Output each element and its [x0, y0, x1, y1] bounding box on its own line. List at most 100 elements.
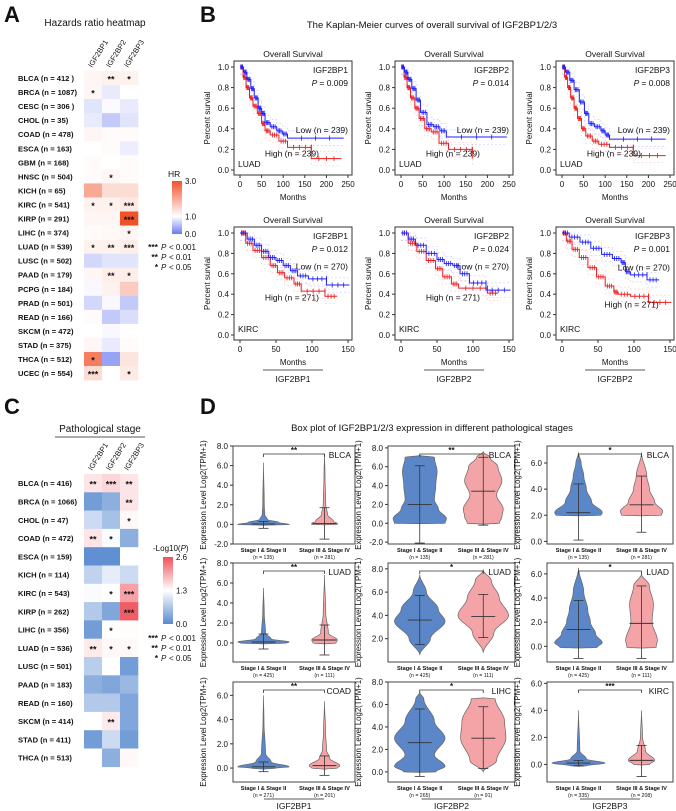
p-symbol: P	[473, 78, 481, 88]
legend-stars: **	[151, 643, 158, 653]
significance-stars: **	[107, 271, 115, 281]
x-axis-label: Months	[441, 358, 467, 367]
heatmap-cell	[120, 99, 139, 114]
row-label: PAAD (n = 183)	[18, 680, 73, 689]
x-tick-label: 50	[433, 345, 442, 354]
row-label: BLCA (n = 412 )	[18, 74, 75, 83]
row-label: COAD (n = 478)	[18, 130, 74, 139]
y-tick-label: 0.0	[531, 537, 543, 546]
heatmap-cell	[102, 583, 121, 603]
violin-early-stage	[551, 710, 606, 767]
survival-curve-high	[240, 232, 338, 297]
p-value-label: P = 0.012	[312, 244, 349, 254]
significance-stars: ***	[106, 480, 117, 490]
heatmap-cell	[102, 510, 121, 530]
heatmap-cell	[84, 565, 103, 585]
colorbar-title-part: )	[186, 544, 189, 553]
confidence-band-high	[401, 232, 499, 287]
y-tick-label: 8.0	[372, 565, 384, 574]
gene-label: IGF2BP1	[313, 231, 348, 241]
x-tick-label: 200	[642, 180, 656, 189]
cancer-label: LUAD	[560, 159, 583, 169]
y-tick-label: 0.0	[531, 760, 543, 769]
row-label: BLCA (n = 416)	[18, 479, 72, 488]
significance-stars: *	[91, 201, 95, 211]
survival-curve-low	[401, 232, 511, 291]
sample-size-label: (n = 135)	[409, 555, 430, 561]
p-symbol: P	[634, 244, 642, 254]
p-value-label: P = 0.024	[473, 244, 510, 254]
row-label: SKCM (n = 472)	[18, 327, 74, 336]
heatmap-cell	[102, 638, 121, 658]
y-tick-label: 0.0	[379, 331, 391, 340]
significance-stars: **	[89, 644, 97, 654]
y-axis-label: Percent survial	[364, 257, 373, 310]
y-tick-label: 0.2	[379, 311, 391, 320]
x-category-label: Stage I & Stage II	[556, 666, 602, 672]
heatmap-cell	[120, 565, 139, 585]
legend-high: High (n = 239)	[265, 149, 319, 159]
significance-bracket	[578, 689, 642, 693]
legend-stars: ***	[148, 633, 159, 643]
confidence-band-high	[562, 73, 666, 164]
heatmap-cell	[84, 730, 103, 749]
significance-stars: **	[125, 480, 133, 490]
row-label: CESC (n = 306 )	[18, 102, 75, 111]
y-tick-label: 2.0	[217, 501, 229, 510]
sample-size-label: (n = 425)	[253, 673, 274, 679]
gene-label: IGF2BP2	[474, 231, 509, 241]
y-tick-label: 0.4	[218, 125, 230, 134]
x-category-label: Stage III & Stage IV	[616, 666, 667, 672]
heatmap-cell	[120, 71, 139, 86]
plot-title: Overall Survival	[424, 49, 484, 59]
x-tick-label: 100	[305, 345, 319, 354]
heatmap-cell	[120, 309, 139, 325]
y-tick-label: 2.0	[531, 733, 543, 742]
row-label: BRCA (n = 1066)	[18, 497, 77, 506]
heatmap-cell	[84, 169, 103, 184]
significance-stars: *	[127, 229, 131, 239]
heatmap-cell	[120, 528, 139, 548]
plot-frame	[546, 562, 674, 663]
violin-early-stage	[237, 695, 290, 770]
y-tick-label: 2.0	[372, 635, 384, 644]
row-label: KIRC (n = 543)	[18, 589, 70, 598]
heatmap-cell	[120, 638, 139, 658]
heatmap-cell	[102, 113, 121, 128]
significance-stars: *	[109, 535, 113, 545]
heatmap-title: Pathological stage	[59, 424, 141, 435]
x-category-label: Stage I & Stage II	[241, 786, 287, 792]
confidence-band-low	[401, 239, 511, 298]
cancer-label: BLCA	[489, 450, 512, 460]
x-tick-label: 200	[320, 180, 334, 189]
p-symbol: P	[312, 78, 320, 88]
heatmap-cell	[120, 155, 139, 170]
legend-p: P	[161, 654, 167, 663]
colorbar-title-part: -Log10(	[153, 544, 181, 553]
legend-stars: *	[155, 653, 159, 663]
row-label: UCEC (n = 554)	[18, 369, 73, 378]
y-axis-label: Expression Level Log2(TPM+1)	[199, 677, 208, 787]
colorbar-tick-label: 0.0	[185, 230, 197, 239]
x-tick-label: 250	[663, 180, 676, 189]
y-axis-label: Percent survial	[203, 257, 212, 310]
plot-frame	[394, 226, 514, 341]
group-label: IGF2BP2	[434, 801, 469, 811]
x-tick-label: 100	[627, 345, 641, 354]
sample-size-label: (n = 208)	[631, 793, 652, 799]
sample-size-label: (n = 111)	[314, 673, 334, 679]
y-tick-label: 0.0	[217, 520, 229, 529]
panel-label-a: A	[4, 2, 20, 27]
sample-size-label: (n = 265)	[409, 793, 430, 799]
cancer-label: BLCA	[329, 450, 352, 460]
row-label: KIRP (n = 262)	[18, 607, 70, 616]
row-label: COAD (n = 472)	[18, 534, 74, 543]
legend-p: P	[161, 243, 167, 252]
y-tick-label: 0.4	[540, 125, 552, 134]
heatmap-cell	[84, 711, 103, 731]
x-tick-label: 150	[502, 345, 516, 354]
plot-title: Overall Survival	[263, 215, 323, 225]
row-label: KIRP (n = 291)	[18, 215, 70, 224]
y-tick-label: 6.0	[531, 459, 543, 468]
